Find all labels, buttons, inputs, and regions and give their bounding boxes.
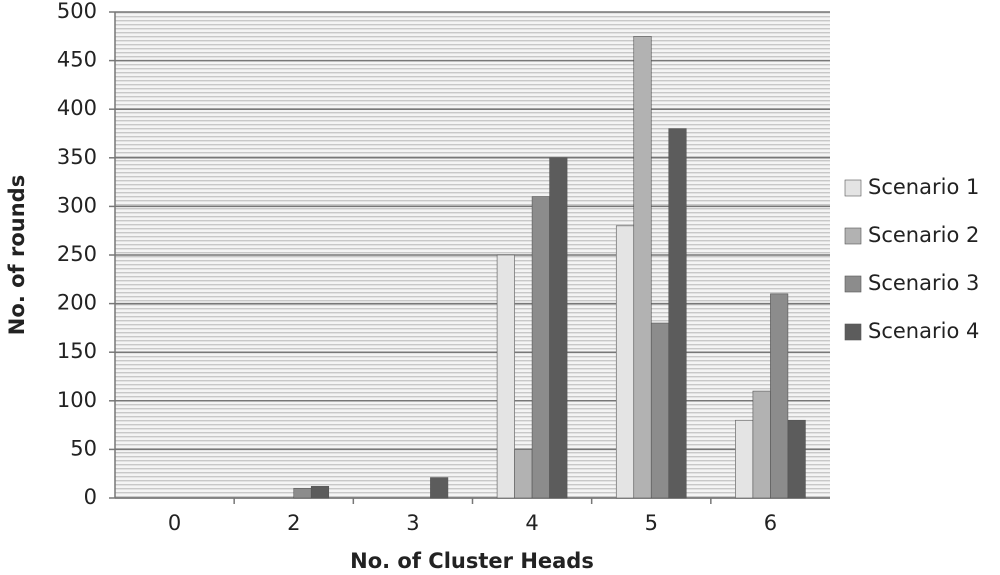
- bar: [496, 254, 515, 499]
- x-tick-label: 4: [525, 511, 538, 535]
- y-tick-label: 300: [57, 193, 97, 217]
- x-tick-label: 6: [764, 511, 777, 535]
- bar: [615, 225, 635, 499]
- legend-label: Scenario 2: [868, 223, 979, 247]
- x-axis-title: No. of Cluster Heads: [350, 549, 594, 573]
- y-tick-label: 0: [84, 485, 97, 509]
- y-tick-label: 250: [57, 242, 97, 266]
- legend-swatch: [844, 323, 862, 341]
- y-axis-title: No. of rounds: [5, 175, 29, 335]
- y-tick-label: 100: [57, 388, 97, 412]
- bar: [787, 419, 806, 499]
- x-tick-label: 0: [168, 511, 181, 535]
- bar: [531, 196, 550, 499]
- y-tick-label: 450: [57, 48, 97, 72]
- bar: [650, 322, 670, 499]
- x-tick-label: 2: [287, 511, 300, 535]
- legend-label: Scenario 1: [868, 175, 979, 199]
- y-tick-label: 350: [57, 145, 97, 169]
- legend-swatch: [844, 275, 862, 293]
- bar: [770, 293, 789, 499]
- y-tick-label: 400: [57, 96, 97, 120]
- bar: [293, 487, 312, 499]
- x-tick-label: 3: [406, 511, 419, 535]
- bar: [310, 486, 330, 499]
- bar: [735, 419, 754, 499]
- legend-swatch: [844, 227, 862, 245]
- x-tick-label: 5: [645, 511, 658, 535]
- y-tick-label: 200: [57, 291, 97, 315]
- bar: [514, 449, 533, 499]
- legend-label: Scenario 4: [868, 319, 979, 343]
- legend-label: Scenario 3: [868, 271, 979, 295]
- y-tick-label: 500: [57, 0, 97, 23]
- y-tick-label: 50: [70, 436, 97, 460]
- legend-swatch: [844, 179, 862, 197]
- bar: [430, 477, 449, 499]
- bar: [633, 35, 652, 499]
- bar: [549, 157, 568, 499]
- y-tick-label: 150: [57, 339, 97, 363]
- bar: [752, 390, 771, 499]
- bar: [668, 128, 687, 499]
